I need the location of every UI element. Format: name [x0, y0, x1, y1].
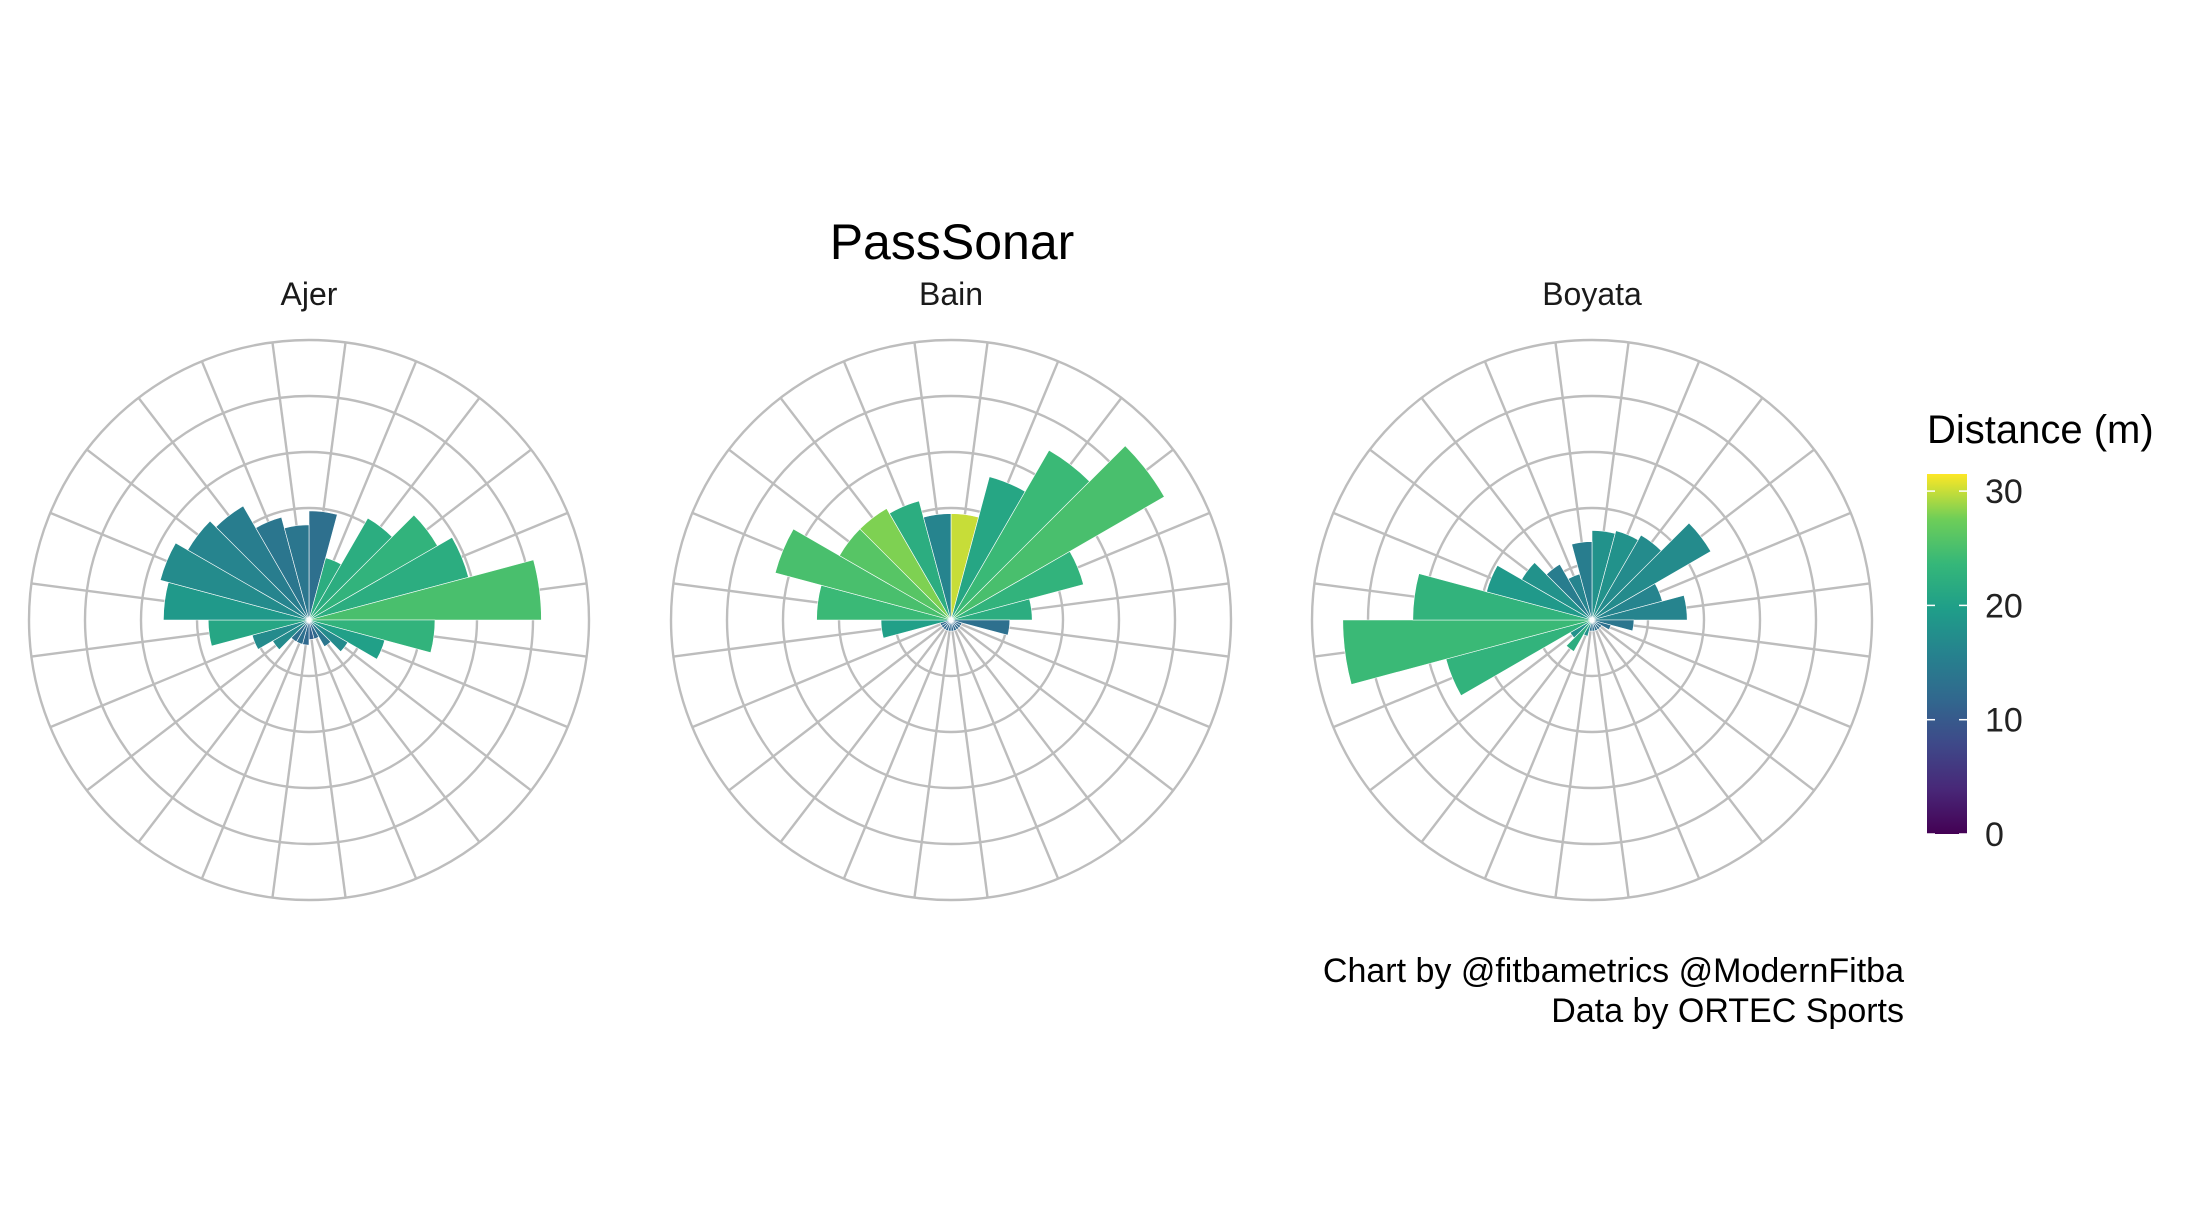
sonar-bars-ajer — [159, 505, 542, 660]
legend-tick-label: 10 — [1985, 702, 2023, 740]
panel-title-bain: Bain — [919, 276, 983, 312]
chart-title: PassSonar — [830, 214, 1075, 270]
legend-ticks: 0 10 20 30 — [1927, 473, 2023, 854]
grid-spoke — [1591, 618, 1870, 658]
sonar-bar — [1565, 619, 1593, 652]
grid-spoke — [949, 619, 1060, 880]
grid-spoke — [308, 619, 532, 792]
sonar-bar — [1591, 522, 1712, 621]
sonar-bar — [950, 619, 1011, 636]
grid-spoke — [86, 619, 310, 792]
grid-spoke — [1591, 619, 1764, 843]
sonar-bar — [1546, 563, 1593, 621]
grid-spoke — [1591, 618, 1852, 729]
grid-spoke — [728, 619, 952, 792]
caption-line-2: Data by ORTEC Sports — [1551, 992, 1904, 1030]
grid-spoke — [1554, 619, 1594, 898]
sonar-bar — [255, 516, 310, 621]
sonar-bars-bain — [774, 445, 1165, 639]
grid-ring — [1310, 338, 1874, 902]
panel-bain: Bain — [669, 276, 1233, 902]
sonar-bar — [923, 513, 952, 621]
sonar-bar — [159, 542, 310, 621]
sonar-bar — [308, 619, 349, 653]
grid-spoke — [1420, 619, 1593, 843]
grid-ring — [725, 394, 1177, 846]
panel-title-ajer: Ajer — [281, 276, 338, 312]
panel-title-boyata: Boyata — [1542, 276, 1642, 312]
legend-tick-label: 30 — [1985, 473, 2023, 511]
grid-spoke — [200, 619, 311, 880]
sonar-bar — [1591, 594, 1688, 621]
grid-ring — [27, 338, 591, 902]
grid-spoke — [1483, 619, 1594, 880]
sonar-bar — [1571, 541, 1593, 621]
sonar-bar — [859, 508, 952, 621]
caption: Chart by @fitbametrics @ModernFitba Data… — [1323, 952, 1904, 1030]
grid-spoke — [1369, 619, 1593, 792]
grid-spoke — [308, 619, 481, 843]
sonar-bar — [283, 524, 310, 621]
grid-spoke — [1591, 619, 1815, 792]
sonar-bar — [950, 445, 1165, 621]
grid-spoke — [949, 619, 989, 898]
grid-spoke — [842, 619, 953, 880]
sonar-bar — [774, 528, 952, 621]
legend: Distance (m) 0 10 20 30 — [1927, 408, 2154, 854]
sonar-bar — [308, 559, 542, 621]
sonar-bar — [308, 619, 332, 648]
grid-spoke — [137, 619, 310, 843]
legend-title: Distance (m) — [1927, 408, 2154, 452]
grid-spoke — [691, 618, 952, 729]
sonar-bar — [1412, 573, 1593, 621]
grid-spoke — [950, 619, 1174, 792]
grid-spoke — [307, 619, 347, 898]
legend-tick-label: 20 — [1985, 587, 2023, 625]
caption-line-1: Chart by @fitbametrics @ModernFitba — [1323, 952, 1904, 990]
grid-ring — [781, 450, 1121, 790]
grid-spoke — [779, 619, 952, 843]
sonar-bars-boyata — [1342, 522, 1712, 697]
legend-colorbar — [1927, 474, 1967, 834]
sonar-bar — [1521, 562, 1593, 621]
grid-spoke — [950, 619, 1123, 843]
sonar-bar — [1342, 619, 1593, 685]
legend-tick-label: 0 — [1985, 816, 2004, 854]
grid-spoke — [307, 619, 418, 880]
sonar-bar — [950, 550, 1084, 621]
grid-ring — [669, 338, 1233, 902]
grid-spoke — [271, 619, 311, 898]
sonar-bar — [215, 505, 310, 621]
sonar-bar — [308, 619, 386, 660]
panel-ajer: Ajer — [27, 276, 591, 902]
sonar-bar — [1486, 564, 1593, 621]
grid-spoke — [1590, 619, 1630, 898]
sonar-bar — [187, 520, 310, 621]
grid-spoke — [950, 618, 1211, 729]
grid-spoke — [913, 619, 953, 898]
sonar-bar — [950, 598, 1033, 621]
sonar-bar — [888, 500, 952, 621]
panel-boyata: Boyata — [1310, 276, 1874, 902]
grid-spoke — [1590, 619, 1701, 880]
